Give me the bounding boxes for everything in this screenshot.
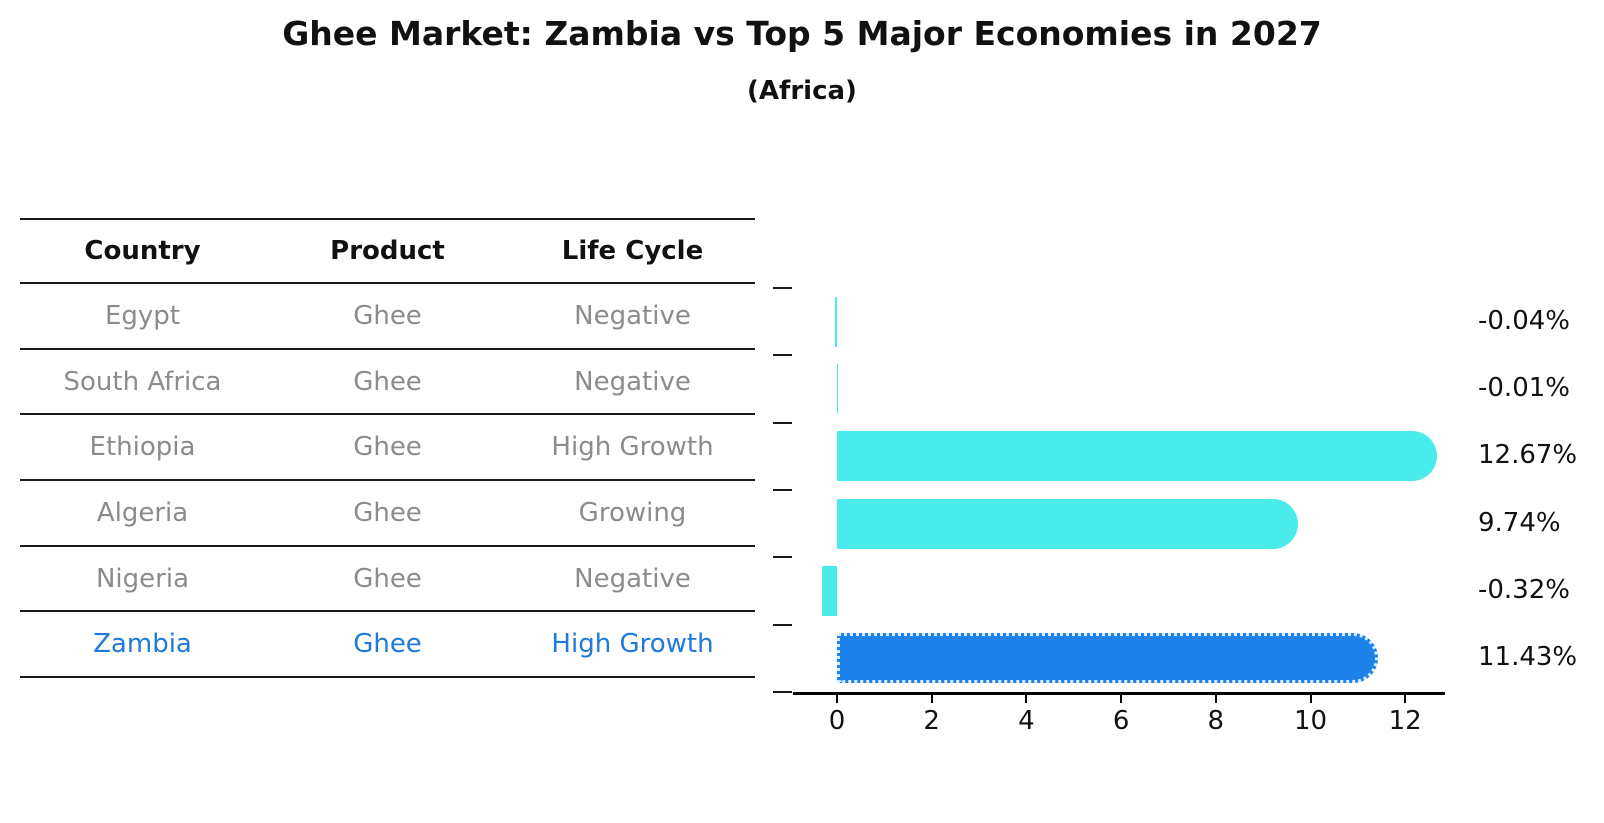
- cell-life-cycle: High Growth: [551, 432, 714, 463]
- value-label-zambia: 11.43%: [1478, 642, 1578, 673]
- cell-life-cycle: Negative: [574, 300, 691, 331]
- x-tick-mark: [1120, 692, 1123, 703]
- cell-product: Ghee: [353, 629, 422, 660]
- cell-country: Egypt: [104, 300, 181, 331]
- cell-country: Nigeria: [95, 563, 190, 594]
- x-tick-label: 12: [1388, 706, 1422, 736]
- x-tick-mark: [1404, 692, 1407, 703]
- bar-ethiopia: [837, 431, 1437, 482]
- x-tick-label: 2: [923, 706, 940, 736]
- value-label-ethiopia: 12.67%: [1478, 440, 1578, 471]
- table-row: Zambia Ghee High Growth: [20, 612, 755, 679]
- cell-life-cycle: Negative: [574, 366, 691, 397]
- x-tick-mark: [1025, 692, 1028, 703]
- plot-area: -0.04% -0.01% 12.67% 9.74% -0.32% 11.43% 0 2 4 6 8…: [773, 287, 1577, 736]
- x-tick-mark: [1214, 692, 1217, 703]
- x-tick-label: 6: [1112, 706, 1130, 736]
- cell-product: Ghee: [353, 300, 422, 331]
- bar-egypt: [835, 296, 837, 347]
- cell-life-cycle: Negative: [574, 563, 691, 594]
- table-row: Ethiopia Ghee High Growth: [20, 415, 755, 482]
- x-tick-label: 10: [1293, 706, 1328, 736]
- chart-subtitle: (Africa): [747, 76, 857, 106]
- x-tick-mark: [1309, 692, 1312, 703]
- value-label-egypt: -0.04%: [1478, 305, 1570, 336]
- value-label-algeria: 9.74%: [1478, 507, 1561, 538]
- x-tick-mark: [836, 692, 838, 703]
- cell-country: South Africa: [63, 366, 222, 397]
- cell-life-cycle: Growing: [578, 497, 687, 528]
- cell-product: Ghee: [353, 366, 422, 397]
- header-product: Product: [330, 236, 445, 266]
- y-tick-mark: [773, 421, 792, 424]
- x-tick-label: 8: [1207, 706, 1225, 736]
- table-row: Nigeria Ghee Negative: [20, 547, 755, 613]
- cell-product: Ghee: [353, 432, 422, 463]
- x-tick-mark: [930, 692, 933, 703]
- x-tick-label: 0: [828, 706, 846, 736]
- table-header-row: Country Product Life Cycle: [20, 218, 755, 284]
- y-tick-mark: [773, 556, 792, 559]
- value-label-south-africa: -0.01%: [1478, 373, 1570, 403]
- header-life-cycle: Life Cycle: [561, 236, 704, 266]
- cell-product: Ghee: [353, 563, 422, 594]
- cell-country: Algeria: [96, 497, 189, 528]
- header-country: Country: [84, 236, 201, 266]
- chart-title: Ghee Market: Zambia vs Top 5 Major Econo…: [282, 14, 1322, 53]
- bar-algeria: [837, 498, 1299, 549]
- cell-life-cycle: High Growth: [551, 629, 714, 660]
- cell-country: Ethiopia: [89, 432, 196, 463]
- y-tick-mark: [773, 691, 792, 693]
- table-row: Egypt Ghee Negative: [20, 284, 755, 350]
- y-tick-mark: [773, 354, 792, 357]
- x-tick-label: 4: [1018, 706, 1035, 736]
- table-row: South Africa Ghee Negative: [20, 350, 755, 416]
- bar-nigeria: [821, 566, 837, 616]
- cell-country: Zambia: [93, 629, 192, 660]
- bar-zambia: [837, 633, 1379, 684]
- cell-product: Ghee: [353, 497, 422, 528]
- value-label-nigeria: -0.32%: [1478, 575, 1570, 605]
- y-tick-mark: [773, 287, 792, 289]
- y-tick-mark: [773, 623, 792, 626]
- y-tick-mark: [773, 489, 792, 491]
- comparison-table: Country Product Life Cycle Egypt Ghee Ne…: [20, 218, 755, 679]
- table-row: Algeria Ghee Growing: [20, 481, 755, 547]
